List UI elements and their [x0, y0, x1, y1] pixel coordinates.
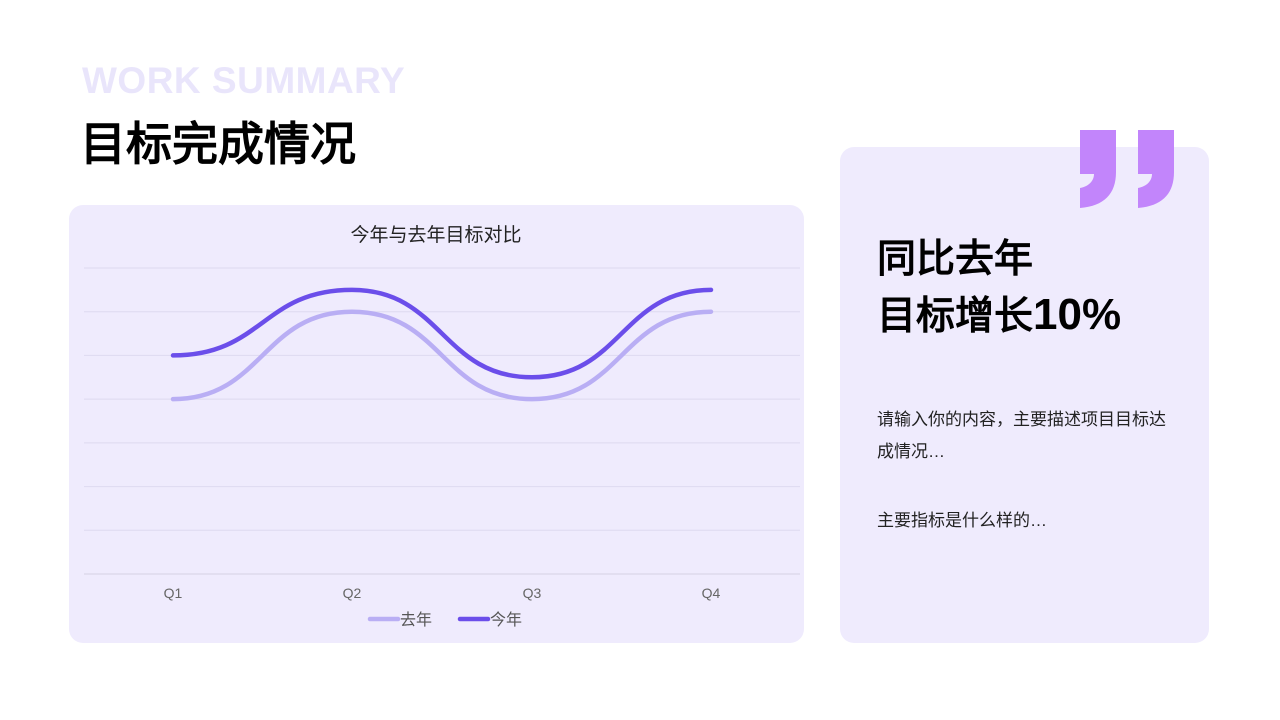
legend-item-this-year-label: 今年 [490, 611, 522, 629]
series-line-this-year [170, 287, 714, 380]
chart-card: 今年与去年目标对比 Q1 Q2 Q3 Q4 去年 今年 [69, 205, 804, 643]
chart-title: 今年与去年目标对比 [350, 224, 521, 246]
line-chart: 今年与去年目标对比 Q1 Q2 Q3 Q4 去年 今年 [84, 224, 800, 629]
headline-percent: 10% [1033, 290, 1122, 339]
x-tick-label: Q3 [523, 585, 542, 601]
summary-metrics-note: 主要指标是什么样的… [877, 511, 1047, 530]
headline-prefix: 目标增长 [877, 295, 1034, 338]
summary-card [840, 147, 1209, 643]
headline-line-2: 目标增长10% [877, 287, 1121, 344]
series-line-last-year [170, 309, 714, 402]
summary-description: 请输入你的内容，主要描述项目目标达成情况… [877, 410, 1166, 461]
legend-item-last-year-label: 去年 [400, 611, 432, 629]
x-tick-label: Q4 [702, 585, 721, 601]
headline-line-1: 同比去年 [877, 238, 1034, 281]
summary-headline: 同比去年 目标增长10% [877, 232, 1121, 344]
x-tick-label: Q1 [164, 585, 183, 601]
quote-close-icon [1080, 130, 1174, 208]
x-tick-label: Q2 [343, 585, 362, 601]
page-title: 目标完成情况 [80, 118, 356, 170]
section-label-en: WORK SUMMARY [82, 60, 406, 101]
